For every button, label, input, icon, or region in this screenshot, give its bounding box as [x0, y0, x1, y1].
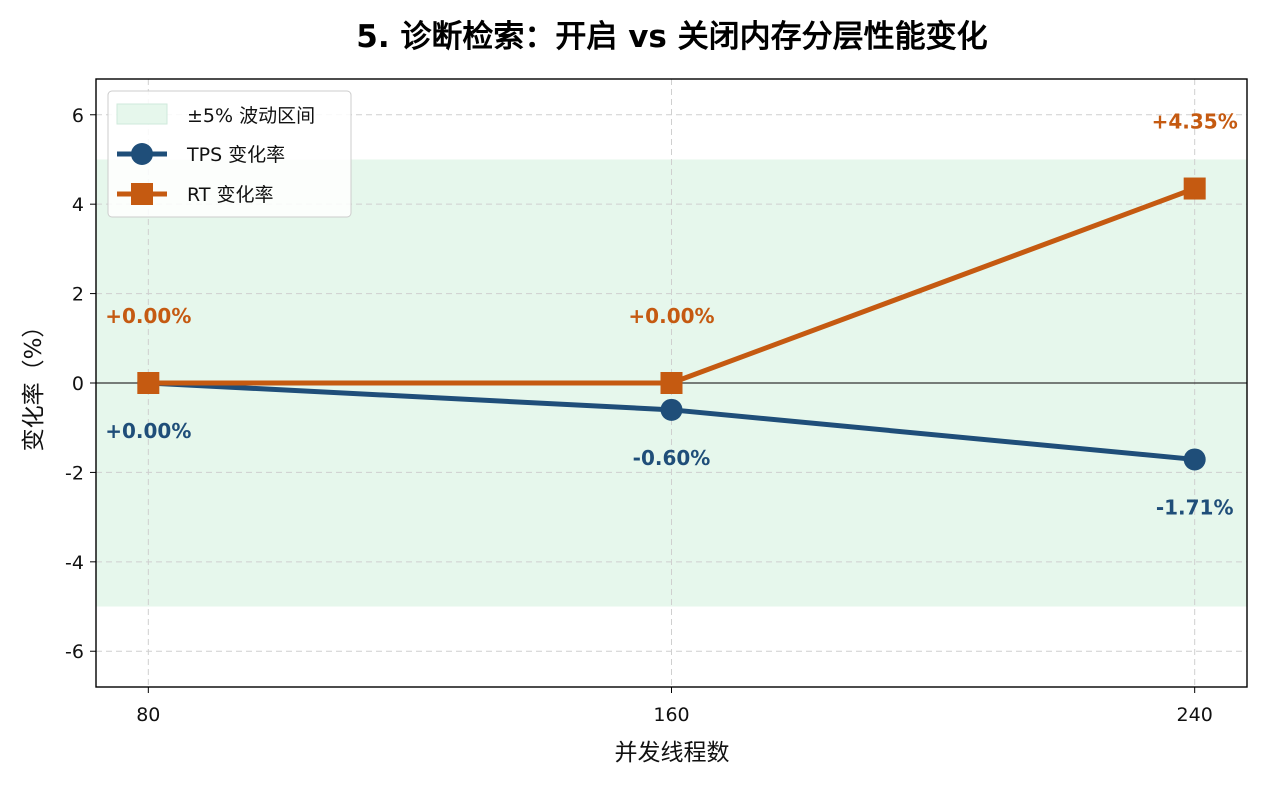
- y-tick-label: -6: [65, 641, 84, 663]
- data-label: -1.71%: [1156, 495, 1234, 519]
- plot-area: 6 4 2 0 -2 -4 -6 80 160 240 +0.00% -0.60% -1.71% +0.0…: [65, 78, 1248, 726]
- x-axis-title: 并发线程数: [615, 740, 730, 766]
- data-label: +0.00%: [105, 419, 191, 443]
- plot-frame: [95, 78, 1248, 688]
- legend-band-swatch: [116, 103, 168, 125]
- y-tick-label: -4: [65, 552, 84, 574]
- legend: ±5% 波动区间 TPS 变化率 RT 变化率: [107, 90, 352, 218]
- series-2-point: [1183, 177, 1206, 200]
- data-label: +0.00%: [105, 304, 191, 328]
- series-2-point: [137, 372, 160, 394]
- x-tick-label: 80: [136, 704, 160, 726]
- y-tick-label: 2: [72, 284, 84, 306]
- x-tick-label: 240: [1177, 704, 1213, 726]
- legend-box: [107, 90, 352, 218]
- series-1-point: [660, 398, 683, 421]
- y-tick-label: -2: [65, 462, 84, 484]
- series-2-point: [660, 372, 683, 394]
- y-axis-title: 变化率（%）: [21, 315, 47, 452]
- legend-label-series-1: TPS 变化率: [186, 144, 285, 166]
- data-label: +0.00%: [628, 304, 714, 328]
- y-tick-label: 0: [72, 373, 84, 395]
- x-tick-label: 160: [653, 704, 689, 726]
- y-tick-label: 6: [72, 105, 84, 127]
- data-label: -0.60%: [633, 446, 711, 470]
- legend-series-marker: [131, 143, 153, 165]
- data-label: +4.35%: [1152, 110, 1238, 134]
- legend-label-band: ±5% 波动区间: [187, 105, 315, 127]
- chart-title: 5. 诊断检索：开启 vs 关闭内存分层性能变化: [356, 19, 987, 55]
- y-tick-label: 4: [72, 194, 84, 216]
- legend-label-series-2: RT 变化率: [187, 184, 273, 206]
- series-1-point: [1183, 448, 1206, 471]
- legend-series-marker: [131, 183, 153, 205]
